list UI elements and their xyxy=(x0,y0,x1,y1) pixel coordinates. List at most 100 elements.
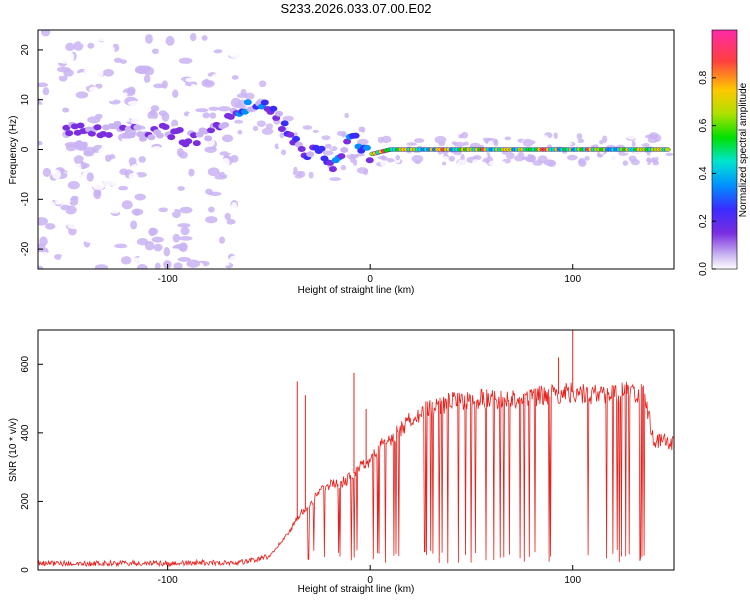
spectrogram-cell xyxy=(38,159,47,168)
spectrogram-cell xyxy=(138,156,146,163)
spectrogram-ridge-cell xyxy=(184,138,193,145)
spectrogram-cell xyxy=(195,30,207,33)
spectrogram-cell xyxy=(42,121,51,132)
spectrogram-cell xyxy=(381,135,392,144)
spectrogram-cell xyxy=(151,236,164,243)
spectrogram-cell xyxy=(193,57,201,68)
spectrogram-cell xyxy=(312,129,319,134)
spectrogram-cell xyxy=(104,45,115,54)
spectrogram-cell xyxy=(322,150,334,156)
spectrogram-cell xyxy=(213,58,221,65)
spectrogram-cell xyxy=(83,68,95,74)
spectrogram-cell xyxy=(202,112,211,119)
spectrogram-cell xyxy=(136,238,149,246)
spectrogram-cell xyxy=(230,154,239,163)
spectrogram-cell xyxy=(88,86,99,93)
spectrogram-ridge-cell xyxy=(136,131,145,138)
spectrogram-cell xyxy=(121,264,133,269)
spectrogram-cell xyxy=(178,190,189,199)
spectrogram-cell xyxy=(158,207,169,213)
spectrogram-cell xyxy=(578,159,587,167)
spectrogram-cell xyxy=(163,167,173,173)
spectrogram-cell xyxy=(523,151,529,158)
spectrogram-cell xyxy=(100,257,109,266)
colorbar-tick-label: 0.4 xyxy=(698,166,709,180)
spectrogram-cell xyxy=(147,110,159,121)
spectrogram-cell xyxy=(599,140,604,145)
spectrogram-cell xyxy=(134,193,146,201)
spectrogram-cell xyxy=(517,151,525,157)
spectrogram-cell xyxy=(58,262,72,267)
spectrogram-cell xyxy=(82,158,92,164)
spectrogram-cell xyxy=(153,83,165,89)
spectrogram-cell xyxy=(58,74,68,82)
spectrogram-cell xyxy=(72,64,82,71)
spectrogram-cell xyxy=(480,161,487,167)
spectrogram-cell xyxy=(56,66,71,73)
spectrogram-cell xyxy=(39,251,50,257)
spectrogram-cell xyxy=(236,93,248,99)
spectrogram-cell xyxy=(576,133,583,140)
spectrogram-x-label: Height of straight line (km) xyxy=(298,285,415,296)
y-tick-label: 0 xyxy=(20,567,31,573)
spectrogram-cell xyxy=(372,143,382,147)
spectrogram-cell xyxy=(90,242,98,249)
spectrogram-ridge-cell xyxy=(277,125,286,132)
spectrogram-cell xyxy=(321,135,331,141)
spectrogram-cell xyxy=(53,47,65,56)
spectrogram-cell xyxy=(74,139,88,150)
spectrogram-cell xyxy=(71,195,79,201)
spectrogram-cell xyxy=(149,227,159,236)
spectrogram-cell xyxy=(89,99,102,110)
spectrogram-cell xyxy=(65,143,77,152)
x-tick-label: 100 xyxy=(564,274,581,285)
spectrogram-cell xyxy=(226,148,239,154)
spectrogram-cell xyxy=(209,112,217,119)
spectrogram-cell xyxy=(100,200,113,208)
spectrogram-cell xyxy=(94,113,103,120)
spectrogram-marks xyxy=(38,30,674,269)
spectrogram-cell xyxy=(472,154,482,161)
spectrogram-cell xyxy=(142,66,155,76)
spectrogram-cell xyxy=(118,103,126,113)
spectrogram-cell xyxy=(116,117,131,123)
spectrogram-cell xyxy=(83,235,96,243)
spectrogram-cell xyxy=(349,155,356,163)
spectrogram-cell xyxy=(41,97,49,106)
spectrogram-cell xyxy=(188,46,200,52)
spectrogram-ridge-cell xyxy=(275,110,284,117)
spectrogram-cell xyxy=(38,265,44,269)
spectrogram-cell xyxy=(92,76,105,84)
spectrogram-cell xyxy=(201,79,215,88)
spectrogram-cell xyxy=(497,160,506,165)
spectrogram-cell xyxy=(117,181,128,186)
spectrogram-cell xyxy=(58,53,72,64)
spectrogram-cell xyxy=(38,140,43,146)
spectrogram-cell xyxy=(80,217,92,226)
spectrogram-cell xyxy=(224,212,231,221)
spectrogram-cell xyxy=(80,40,90,45)
spectrogram-cell xyxy=(100,145,108,153)
spectrogram-cell xyxy=(207,76,218,81)
spectrogram-ridge-cell xyxy=(167,134,176,141)
spectrogram-cell xyxy=(208,106,220,111)
spectrogram-cell xyxy=(488,160,499,167)
spectrogram-cell xyxy=(229,51,242,59)
spectrogram-cell xyxy=(207,36,221,43)
spectrogram-cell xyxy=(101,75,113,82)
spectrogram-cell xyxy=(638,138,645,145)
spectrogram-cell xyxy=(298,170,306,178)
spectrogram-cell xyxy=(154,262,161,269)
spectrogram-cell xyxy=(138,256,149,262)
spectrogram-cell xyxy=(193,90,203,98)
spectrogram-cell xyxy=(571,161,580,167)
spectrogram-cell xyxy=(130,117,144,125)
spectrogram-cell xyxy=(563,141,573,146)
spectrogram-cell xyxy=(244,92,255,100)
spectrogram-cell xyxy=(42,87,50,96)
spectrogram-cell xyxy=(380,160,390,167)
spectrogram-cell xyxy=(76,49,85,58)
spectrogram-ridge-cell xyxy=(221,121,230,128)
spectrogram-cell xyxy=(120,92,128,97)
